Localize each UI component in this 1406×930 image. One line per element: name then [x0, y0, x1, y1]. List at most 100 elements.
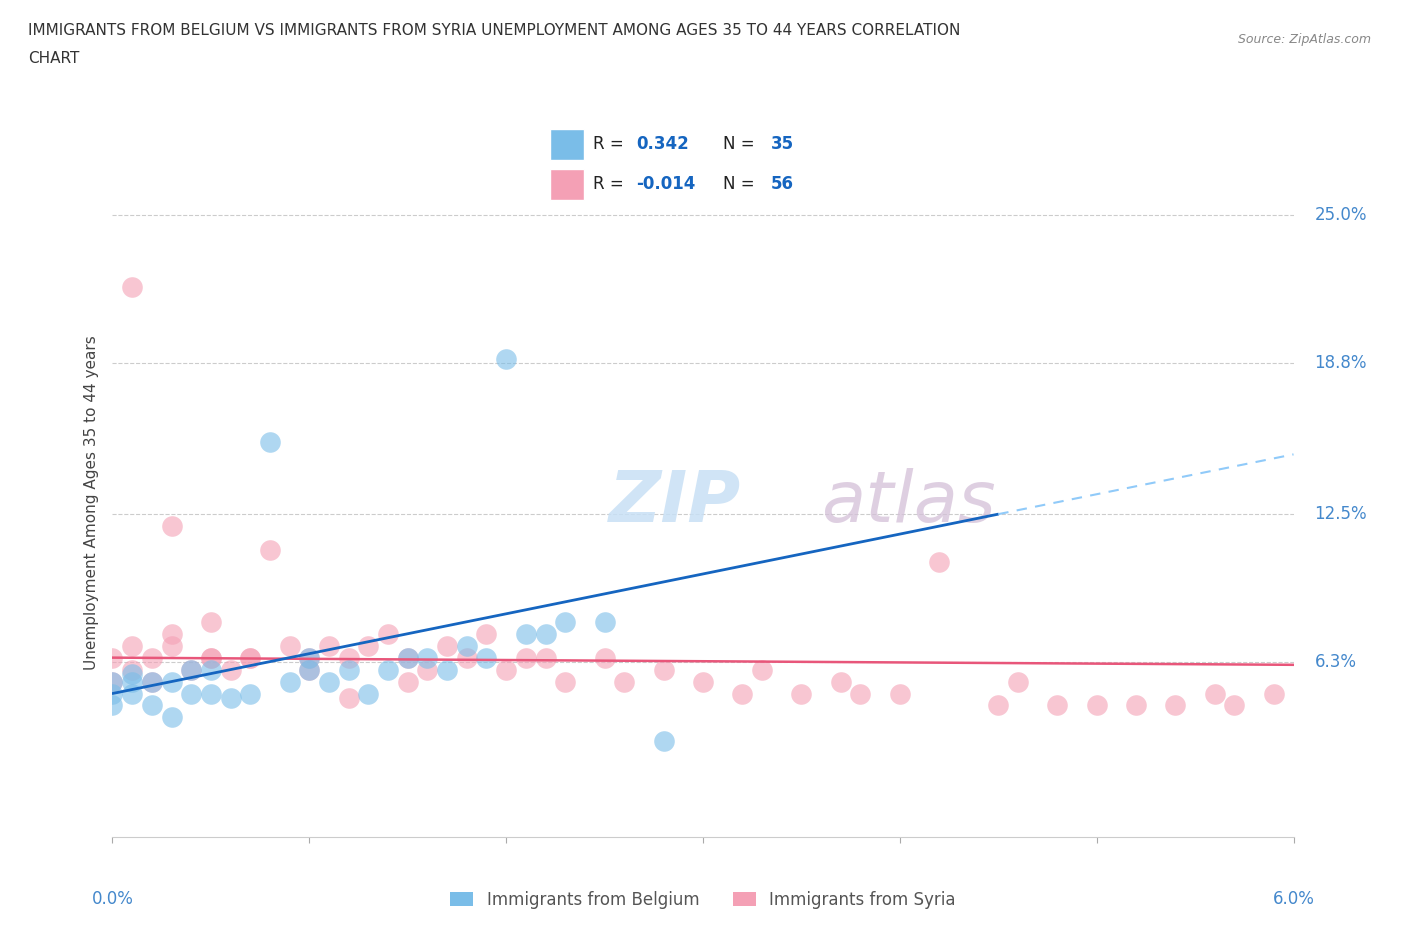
- Text: Source: ZipAtlas.com: Source: ZipAtlas.com: [1237, 33, 1371, 46]
- Point: [160, 638, 183, 653]
- Point: [889, 686, 911, 701]
- Point: [357, 638, 380, 653]
- Point: [298, 650, 321, 665]
- Point: [495, 662, 517, 677]
- Point: [1085, 698, 1108, 713]
- Point: [121, 280, 143, 295]
- Point: [121, 638, 143, 653]
- Point: [200, 662, 222, 677]
- FancyBboxPatch shape: [550, 169, 583, 201]
- Point: [298, 650, 321, 665]
- Point: [219, 691, 242, 706]
- Point: [1204, 686, 1226, 701]
- Text: 56: 56: [770, 175, 794, 193]
- Point: [830, 674, 852, 689]
- Point: [239, 650, 262, 665]
- Point: [790, 686, 813, 701]
- Point: [731, 686, 754, 701]
- Point: [456, 650, 478, 665]
- Point: [239, 650, 262, 665]
- Point: [554, 674, 576, 689]
- Point: [495, 352, 517, 366]
- Text: 0.342: 0.342: [637, 135, 689, 153]
- Point: [101, 686, 124, 701]
- Point: [298, 662, 321, 677]
- Point: [101, 674, 124, 689]
- Point: [121, 667, 143, 682]
- Point: [101, 698, 124, 713]
- Text: 25.0%: 25.0%: [1315, 206, 1367, 224]
- Point: [160, 710, 183, 724]
- Text: 6.3%: 6.3%: [1315, 654, 1357, 671]
- Point: [1223, 698, 1246, 713]
- Point: [200, 615, 222, 630]
- Point: [318, 638, 340, 653]
- Text: R =: R =: [593, 135, 623, 153]
- Point: [928, 554, 950, 569]
- Text: 18.8%: 18.8%: [1315, 354, 1367, 373]
- Point: [278, 638, 301, 653]
- Point: [278, 674, 301, 689]
- Text: -0.014: -0.014: [637, 175, 696, 193]
- Point: [141, 674, 163, 689]
- Point: [515, 650, 537, 665]
- Text: IMMIGRANTS FROM BELGIUM VS IMMIGRANTS FROM SYRIA UNEMPLOYMENT AMONG AGES 35 TO 4: IMMIGRANTS FROM BELGIUM VS IMMIGRANTS FR…: [28, 23, 960, 38]
- Point: [101, 674, 124, 689]
- Point: [121, 662, 143, 677]
- Text: N =: N =: [723, 135, 754, 153]
- Point: [219, 662, 242, 677]
- Point: [987, 698, 1010, 713]
- Point: [298, 662, 321, 677]
- Point: [1164, 698, 1187, 713]
- Point: [141, 698, 163, 713]
- Text: CHART: CHART: [28, 51, 80, 66]
- Point: [180, 662, 202, 677]
- Point: [259, 542, 281, 557]
- Point: [337, 662, 360, 677]
- Point: [475, 650, 498, 665]
- Point: [534, 626, 557, 641]
- Point: [180, 662, 202, 677]
- Point: [652, 734, 675, 749]
- Point: [318, 674, 340, 689]
- Point: [200, 650, 222, 665]
- Text: 0.0%: 0.0%: [91, 890, 134, 908]
- Point: [337, 691, 360, 706]
- Point: [554, 615, 576, 630]
- Point: [436, 638, 458, 653]
- Point: [377, 626, 399, 641]
- Point: [180, 686, 202, 701]
- Point: [593, 615, 616, 630]
- Point: [416, 650, 439, 665]
- Text: 12.5%: 12.5%: [1315, 505, 1367, 524]
- Y-axis label: Unemployment Among Ages 35 to 44 years: Unemployment Among Ages 35 to 44 years: [83, 335, 98, 670]
- Point: [101, 650, 124, 665]
- Text: 35: 35: [770, 135, 794, 153]
- Point: [751, 662, 773, 677]
- Point: [141, 674, 163, 689]
- Point: [160, 519, 183, 534]
- Text: ZIP: ZIP: [609, 468, 741, 537]
- Point: [456, 638, 478, 653]
- Point: [200, 650, 222, 665]
- Point: [141, 650, 163, 665]
- Point: [593, 650, 616, 665]
- FancyBboxPatch shape: [550, 129, 583, 160]
- Point: [515, 626, 537, 641]
- Point: [239, 686, 262, 701]
- Point: [1007, 674, 1029, 689]
- Point: [652, 662, 675, 677]
- Point: [849, 686, 872, 701]
- Text: R =: R =: [593, 175, 623, 193]
- Point: [377, 662, 399, 677]
- Point: [1263, 686, 1285, 701]
- Point: [1125, 698, 1147, 713]
- Point: [160, 626, 183, 641]
- Point: [121, 674, 143, 689]
- Point: [259, 435, 281, 450]
- Legend: Immigrants from Belgium, Immigrants from Syria: Immigrants from Belgium, Immigrants from…: [443, 884, 963, 916]
- Point: [357, 686, 380, 701]
- Point: [396, 650, 419, 665]
- Text: 6.0%: 6.0%: [1272, 890, 1315, 908]
- Point: [1046, 698, 1069, 713]
